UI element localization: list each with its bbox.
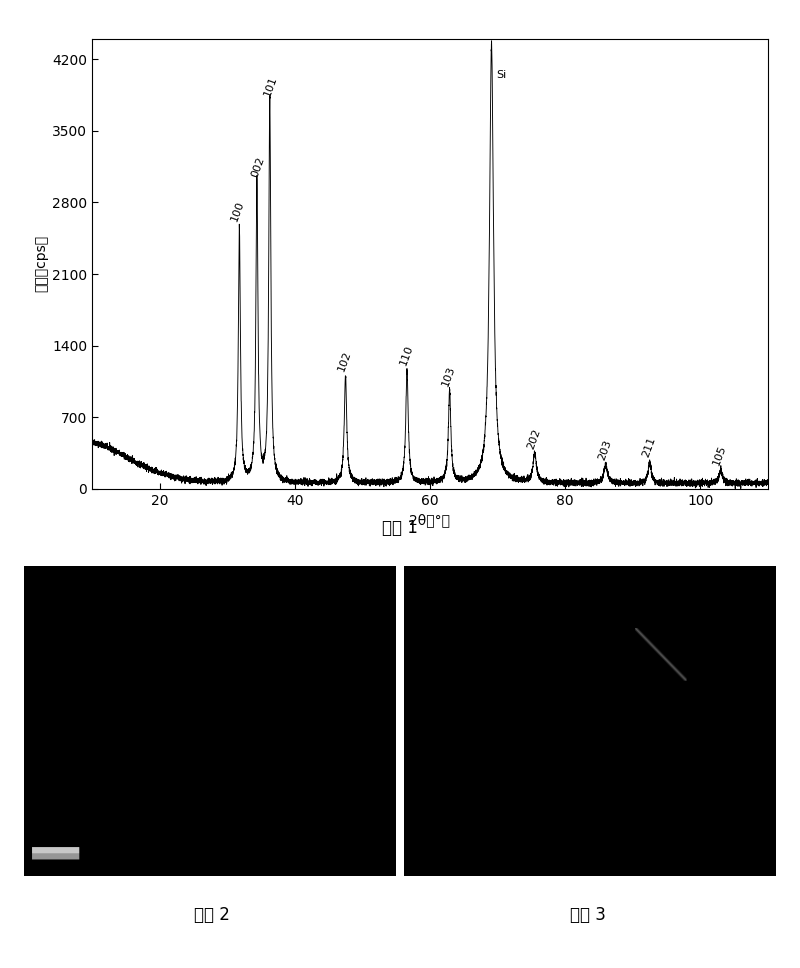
Text: 附图 3: 附图 3 bbox=[570, 906, 606, 923]
Text: 110: 110 bbox=[398, 344, 414, 367]
Text: 002: 002 bbox=[250, 156, 266, 179]
Text: 102: 102 bbox=[337, 348, 353, 373]
Text: 211: 211 bbox=[641, 436, 658, 459]
Text: 202: 202 bbox=[526, 428, 542, 451]
Text: 103: 103 bbox=[441, 364, 458, 387]
Y-axis label: 强度（cps）: 强度（cps） bbox=[34, 235, 48, 292]
Text: 105: 105 bbox=[712, 443, 728, 467]
Text: 附图 1: 附图 1 bbox=[382, 519, 418, 536]
Text: 101: 101 bbox=[262, 75, 278, 98]
Text: 附图 2: 附图 2 bbox=[194, 906, 230, 923]
X-axis label: 2θ（°）: 2θ（°） bbox=[410, 513, 450, 528]
Text: 203: 203 bbox=[597, 438, 614, 461]
Text: 100: 100 bbox=[229, 199, 246, 223]
Text: Si: Si bbox=[497, 70, 506, 79]
